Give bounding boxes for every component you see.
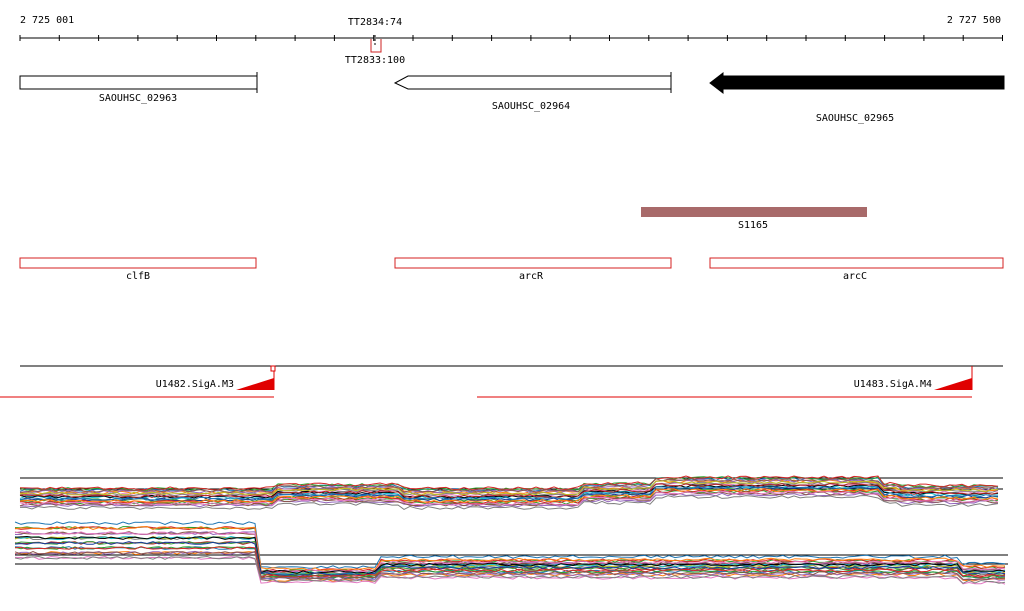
promoter-u1483[interactable]: U1483.SigA.M4: [477, 366, 973, 398]
promoter-label: U1483.SigA.M4: [854, 379, 932, 390]
expression-track-top: [19, 475, 1003, 510]
expression-profile-line: [19, 477, 999, 493]
promoter-wedge: [934, 378, 972, 390]
expression-profile-line: [19, 485, 998, 501]
terminator-hairpin: [370, 39, 382, 53]
expression-profile-line: [14, 540, 1006, 576]
gene-arrow-filled: [709, 71, 1005, 95]
expression-profile-line: [14, 546, 1006, 579]
terminator-marker[interactable]: TT2834:74 TT2833:100: [345, 17, 405, 66]
gene-saouhsc-02963[interactable]: SAOUHSC_02963: [19, 72, 258, 104]
expression-profile-line: [14, 531, 1006, 575]
expression-profile-line: [19, 480, 999, 496]
coordinate-ruler: 2 725 001 2 727 500: [19, 15, 1003, 41]
annotation-clfb[interactable]: clfB: [19, 257, 257, 282]
annotation-label: clfB: [126, 271, 150, 282]
gene-label: SAOUHSC_02965: [816, 113, 894, 124]
expression-profile-line: [19, 488, 999, 504]
gene-saouhsc-02965[interactable]: SAOUHSC_02965: [709, 71, 1005, 124]
srna-s1165[interactable]: S1165: [641, 207, 867, 231]
annotation-label: arcR: [519, 271, 544, 282]
expression-profile-line: [14, 535, 1006, 574]
expression-profile-line: [14, 521, 1006, 569]
expression-profile-line: [19, 489, 999, 505]
annotation-label: arcC: [843, 271, 867, 282]
expression-track-bottom: [14, 521, 1008, 585]
annotation-box: [709, 257, 1004, 269]
gene-label: SAOUHSC_02963: [99, 93, 177, 104]
annotation-track: clfB arcR arcC: [19, 257, 1004, 282]
expression-profile-line: [14, 550, 1006, 581]
annotation-box: [19, 257, 257, 269]
expression-profile-line: [19, 479, 999, 495]
expression-profile-line: [14, 540, 1006, 577]
expression-profile-line: [19, 475, 999, 491]
promoter-u1482[interactable]: U1482.SigA.M3: [0, 365, 276, 398]
annotation-arcc[interactable]: arcC: [709, 257, 1004, 282]
expression-profile-line: [19, 490, 999, 506]
expression-profile-line: [19, 494, 999, 510]
promoter-label: U1482.SigA.M3: [156, 379, 234, 390]
gene-saouhsc-02964[interactable]: SAOUHSC_02964: [393, 72, 672, 112]
expression-profile-line: [14, 526, 1006, 571]
srna-bar: [641, 207, 867, 217]
expression-profiles: [19, 475, 999, 510]
expression-profile-line: [14, 555, 1006, 585]
gene-body: [19, 75, 258, 90]
expression-profiles: [14, 521, 1006, 585]
ruler-ticks: [19, 35, 1003, 41]
gene-label: SAOUHSC_02964: [492, 101, 570, 112]
ruler-end-label: 2 727 500: [947, 15, 1001, 26]
terminator-upper-label: TT2834:74: [348, 17, 402, 28]
ruler-start-label: 2 725 001: [20, 15, 74, 26]
terminator-lower-label: TT2833:100: [345, 55, 405, 66]
promoter-track: U1482.SigA.M3 U1483.SigA.M4: [0, 365, 1003, 398]
expression-profile-line: [14, 555, 1006, 584]
annotation-arcr[interactable]: arcR: [394, 257, 672, 282]
expression-profile-line: [19, 484, 999, 500]
gene-arrow: [393, 75, 672, 90]
expression-profile-line: [14, 550, 1006, 581]
promoter-start-marker: [270, 365, 276, 372]
annotation-box: [394, 257, 672, 269]
gene-track: SAOUHSC_02963 SAOUHSC_02964 SAOUHSC_0296…: [19, 71, 1005, 124]
promoter-wedge: [236, 378, 274, 390]
srna-label: S1165: [738, 220, 768, 231]
expression-profile-line: [14, 531, 1006, 574]
